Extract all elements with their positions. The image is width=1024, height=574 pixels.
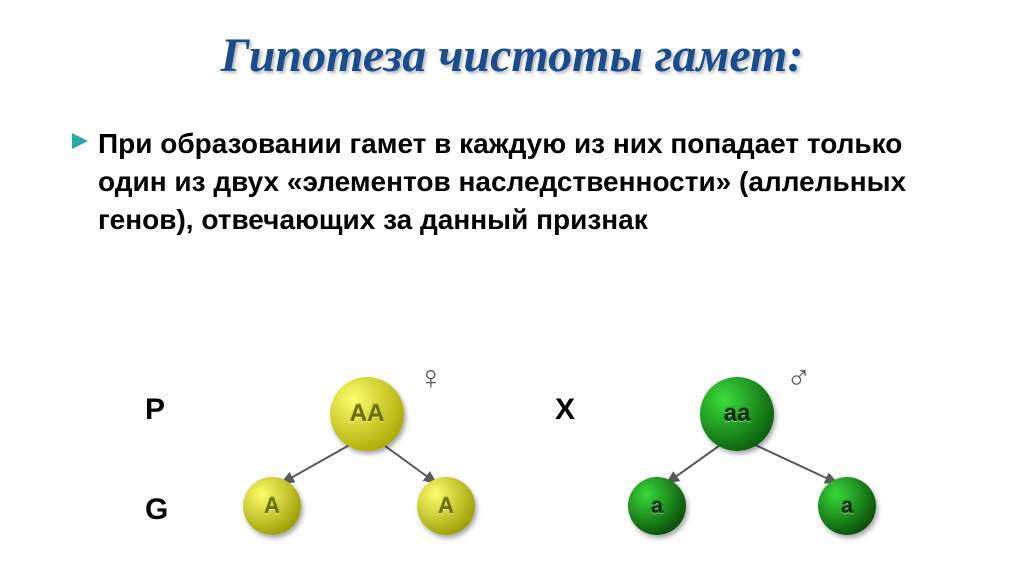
parent-yellow-label: AA — [350, 400, 385, 428]
page-title: Гипотеза чистоты гамет: — [0, 0, 1024, 83]
body-text: При образовании гамет в каждую из них по… — [98, 125, 930, 238]
gamete-green-2: a — [818, 477, 876, 535]
genetics-diagram: P G ♀ ♂ X AA aa A A a a — [0, 365, 1024, 565]
gamete-yellow-2: A — [417, 477, 475, 535]
arrow-green-right — [751, 443, 837, 483]
bullet-arrow-icon — [70, 131, 90, 151]
gamete-green-2-label: a — [841, 493, 853, 519]
gamete-green-1-label: a — [651, 493, 663, 519]
parent-green-label: aa — [724, 400, 751, 428]
body-bullet: При образовании гамет в каждую из них по… — [70, 125, 930, 238]
gamete-yellow-1: A — [243, 477, 301, 535]
gamete-yellow-2-label: A — [438, 493, 454, 519]
parent-green: aa — [700, 377, 774, 451]
arrows-layer — [0, 365, 1024, 565]
arrow-yellow-left — [282, 443, 353, 483]
gamete-yellow-1-label: A — [264, 493, 280, 519]
arrow-green-left — [667, 443, 723, 483]
bullet-arrow-shape — [72, 133, 88, 149]
parent-yellow: AA — [330, 377, 404, 451]
gamete-green-1: a — [628, 477, 686, 535]
arrow-yellow-right — [381, 443, 436, 483]
